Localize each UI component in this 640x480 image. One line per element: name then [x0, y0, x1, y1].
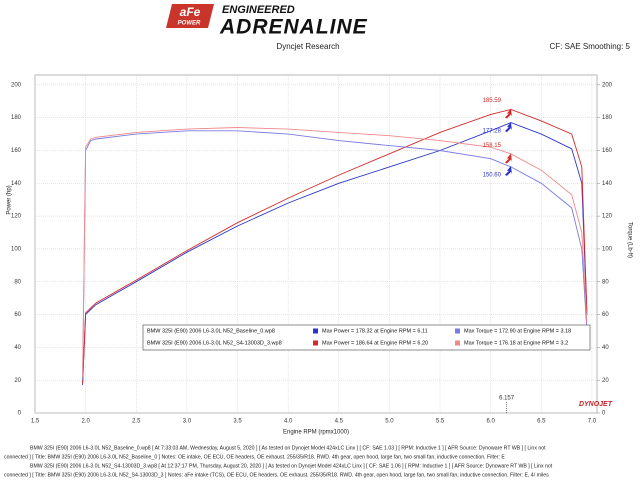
y2-tick-label: 200 — [602, 82, 613, 88]
series-line — [82, 130, 588, 381]
legend-power: Max Power = 186.64 at Engine RPM = 6.20 — [322, 340, 428, 346]
y2-tick-label: 40 — [602, 345, 609, 351]
logo-sub: POWER — [178, 21, 201, 27]
x-tick-label: 7.0 — [588, 419, 597, 425]
annotation-label: 158.15 — [483, 143, 502, 149]
legend-swatch — [455, 328, 460, 334]
annotation-arrow — [504, 165, 512, 176]
cursor-label: 6.157 — [499, 396, 515, 402]
annotation-label: 150.60 — [483, 172, 502, 178]
x-axis-title: Engine RPM (rpmx1000) — [283, 430, 349, 436]
series-line — [82, 122, 588, 386]
annotation-label: 185.59 — [483, 98, 502, 104]
y2-tick-label: 120 — [602, 214, 613, 220]
footer-note: BMW 325I (E90) 2006 L6-3.0L N52_S4-13003… — [30, 463, 553, 469]
x-tick-label: 2.5 — [132, 419, 141, 425]
y-tick-label: 80 — [14, 279, 21, 285]
y-axis-title: Power (hp) — [7, 185, 13, 214]
annotation-arrow — [504, 108, 512, 119]
legend-run: BMW 325I (E90) 2006 L6-3.0L N52_Baseline… — [147, 328, 275, 334]
x-tick-label: 2.0 — [81, 419, 90, 425]
legend-torque: Max Torque = 176.18 at Engine RPM = 3.2 — [464, 340, 568, 346]
legend-run: BMW 325I (E90) 2006 L6-3.0L N52_S4-13003… — [147, 340, 282, 346]
legend-box — [142, 324, 591, 351]
y-tick-label: 160 — [11, 148, 22, 154]
x-tick-label: 5.0 — [385, 419, 394, 425]
y2-axis-title: Torque (Lb-ft) — [626, 222, 632, 258]
footer-note: connected ] [ Title: BMW 325I (E90) 2006… — [4, 454, 505, 460]
y-tick-label: 0 — [18, 411, 22, 417]
y-tick-label: 40 — [14, 345, 21, 351]
x-tick-label: 6.5 — [537, 419, 546, 425]
y2-tick-label: 20 — [602, 378, 609, 384]
series-line — [82, 127, 588, 377]
y2-tick-label: 80 — [602, 279, 609, 285]
series-line — [82, 109, 588, 384]
legend-torque: Max Torque = 172.90 at Engine RPM = 3.18 — [464, 328, 571, 334]
x-tick-label: 3.5 — [233, 419, 242, 425]
y-tick-label: 20 — [14, 378, 21, 384]
x-tick-label: 6.0 — [487, 419, 496, 425]
x-tick-label: 1.5 — [31, 419, 40, 425]
chart-title: Dyncjet Research — [276, 42, 339, 51]
y2-tick-label: 180 — [602, 115, 613, 121]
y2-tick-label: 100 — [602, 247, 613, 253]
y-tick-label: 60 — [14, 312, 21, 318]
legend-power: Max Power = 178.32 at Engine RPM = 6.11 — [322, 328, 428, 334]
footer-note: connected ] [ Title: BMW 325I (E90) 2006… — [4, 472, 549, 478]
annotation-arrow — [504, 122, 512, 133]
legend-swatch — [455, 340, 460, 346]
y-tick-label: 200 — [11, 82, 22, 88]
annotation-arrow — [504, 153, 512, 164]
logo-badge — [166, 4, 214, 28]
y-tick-label: 120 — [11, 214, 22, 220]
y2-tick-label: 0 — [602, 411, 606, 417]
y2-tick-label: 140 — [602, 181, 613, 187]
brand-line2: ADRENALINE — [219, 16, 368, 39]
logo: aFe — [180, 5, 201, 19]
y-tick-label: 140 — [11, 181, 22, 187]
maker-logo: DYNOJET — [579, 401, 613, 408]
chart-subtitle: CF: SAE Smoothing: 5 — [550, 42, 631, 51]
x-tick-label: 3.0 — [183, 419, 192, 425]
legend-swatch — [313, 340, 318, 346]
x-tick-label: 4.5 — [335, 419, 344, 425]
x-tick-label: 5.5 — [436, 419, 445, 425]
y-tick-label: 100 — [11, 247, 22, 253]
brand-line1: ENGINEERED — [222, 4, 295, 16]
y-tick-label: 180 — [11, 115, 22, 121]
annotation-label: 177.28 — [483, 129, 502, 135]
x-tick-label: 4.0 — [284, 419, 293, 425]
y2-tick-label: 60 — [602, 312, 609, 318]
footer-note: BMW 325I (E90) 2006 L6-3.0L N52_Baseline… — [30, 445, 546, 451]
legend-swatch — [313, 328, 318, 334]
y2-tick-label: 160 — [602, 148, 613, 154]
